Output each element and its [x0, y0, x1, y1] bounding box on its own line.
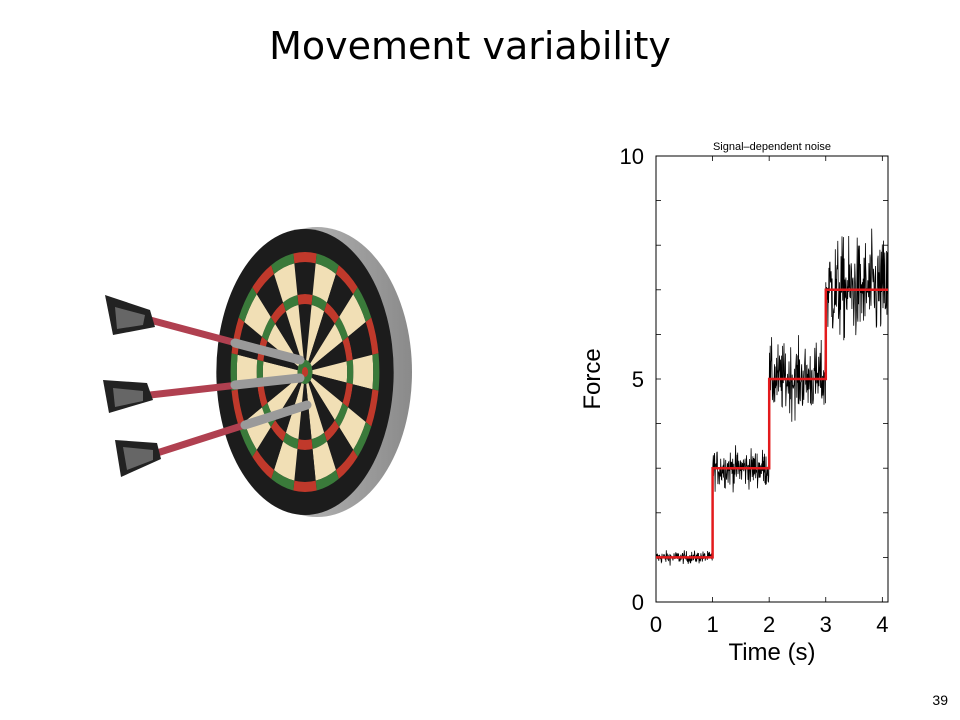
dart-1: [105, 295, 305, 365]
x-axis-label: Time (s): [728, 639, 815, 666]
x-tick-label: 2: [763, 612, 775, 637]
target-force-step-line: [656, 288, 888, 559]
noise-trace-line: [655, 228, 888, 566]
chart-title: Signal–dependent noise: [713, 141, 831, 153]
dart-3: [115, 400, 312, 477]
page-number: 39: [932, 692, 948, 708]
slide-title: Movement variability: [269, 24, 671, 68]
x-tick-label: 0: [650, 612, 662, 637]
y-tick-label: 5: [632, 367, 644, 392]
y-axis-label: Force: [579, 348, 606, 409]
dart-2: [103, 373, 305, 413]
x-tick-label: 1: [706, 612, 718, 637]
dartboard: [216, 229, 394, 515]
y-tick-label: 10: [620, 144, 644, 169]
x-tick-label: 4: [876, 612, 888, 637]
dartboard-with-darts-icon: [103, 227, 412, 517]
y-tick-label: 0: [632, 590, 644, 615]
noise-trace: [655, 228, 888, 566]
signal-dependent-noise-chart: Signal–dependent noise 0 5 10 0 1 2 3 4 Time (…: [579, 141, 889, 666]
x-tick-label: 3: [820, 612, 832, 637]
